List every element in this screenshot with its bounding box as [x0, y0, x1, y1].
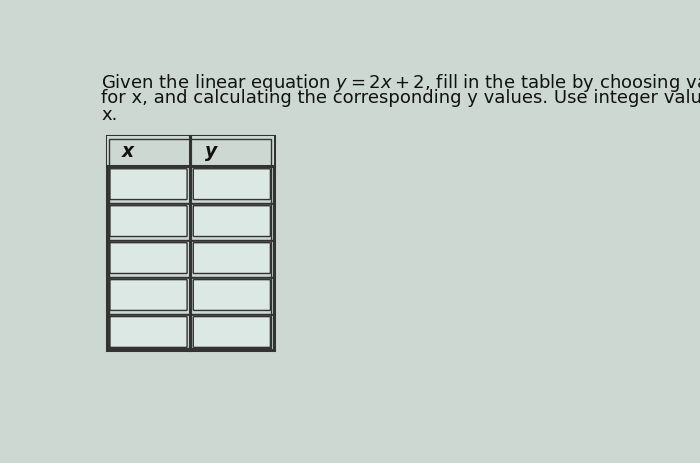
- FancyBboxPatch shape: [110, 169, 187, 200]
- Text: Given the linear equation $y = 2x + 2$, fill in the table by choosing values: Given the linear equation $y = 2x + 2$, …: [102, 73, 700, 94]
- FancyBboxPatch shape: [110, 317, 187, 347]
- Text: x.: x.: [102, 106, 118, 125]
- FancyBboxPatch shape: [193, 169, 270, 200]
- Bar: [107, 137, 274, 350]
- FancyBboxPatch shape: [110, 206, 187, 237]
- FancyBboxPatch shape: [193, 243, 270, 274]
- Text: x: x: [122, 142, 134, 161]
- Bar: [109, 139, 271, 348]
- FancyBboxPatch shape: [110, 280, 187, 310]
- Text: y: y: [205, 142, 218, 161]
- Text: for x, and calculating the corresponding y values. Use integer values for: for x, and calculating the corresponding…: [102, 89, 700, 107]
- FancyBboxPatch shape: [110, 243, 187, 274]
- FancyBboxPatch shape: [193, 280, 270, 310]
- Bar: [107, 137, 274, 166]
- FancyBboxPatch shape: [193, 206, 270, 237]
- FancyBboxPatch shape: [193, 317, 270, 347]
